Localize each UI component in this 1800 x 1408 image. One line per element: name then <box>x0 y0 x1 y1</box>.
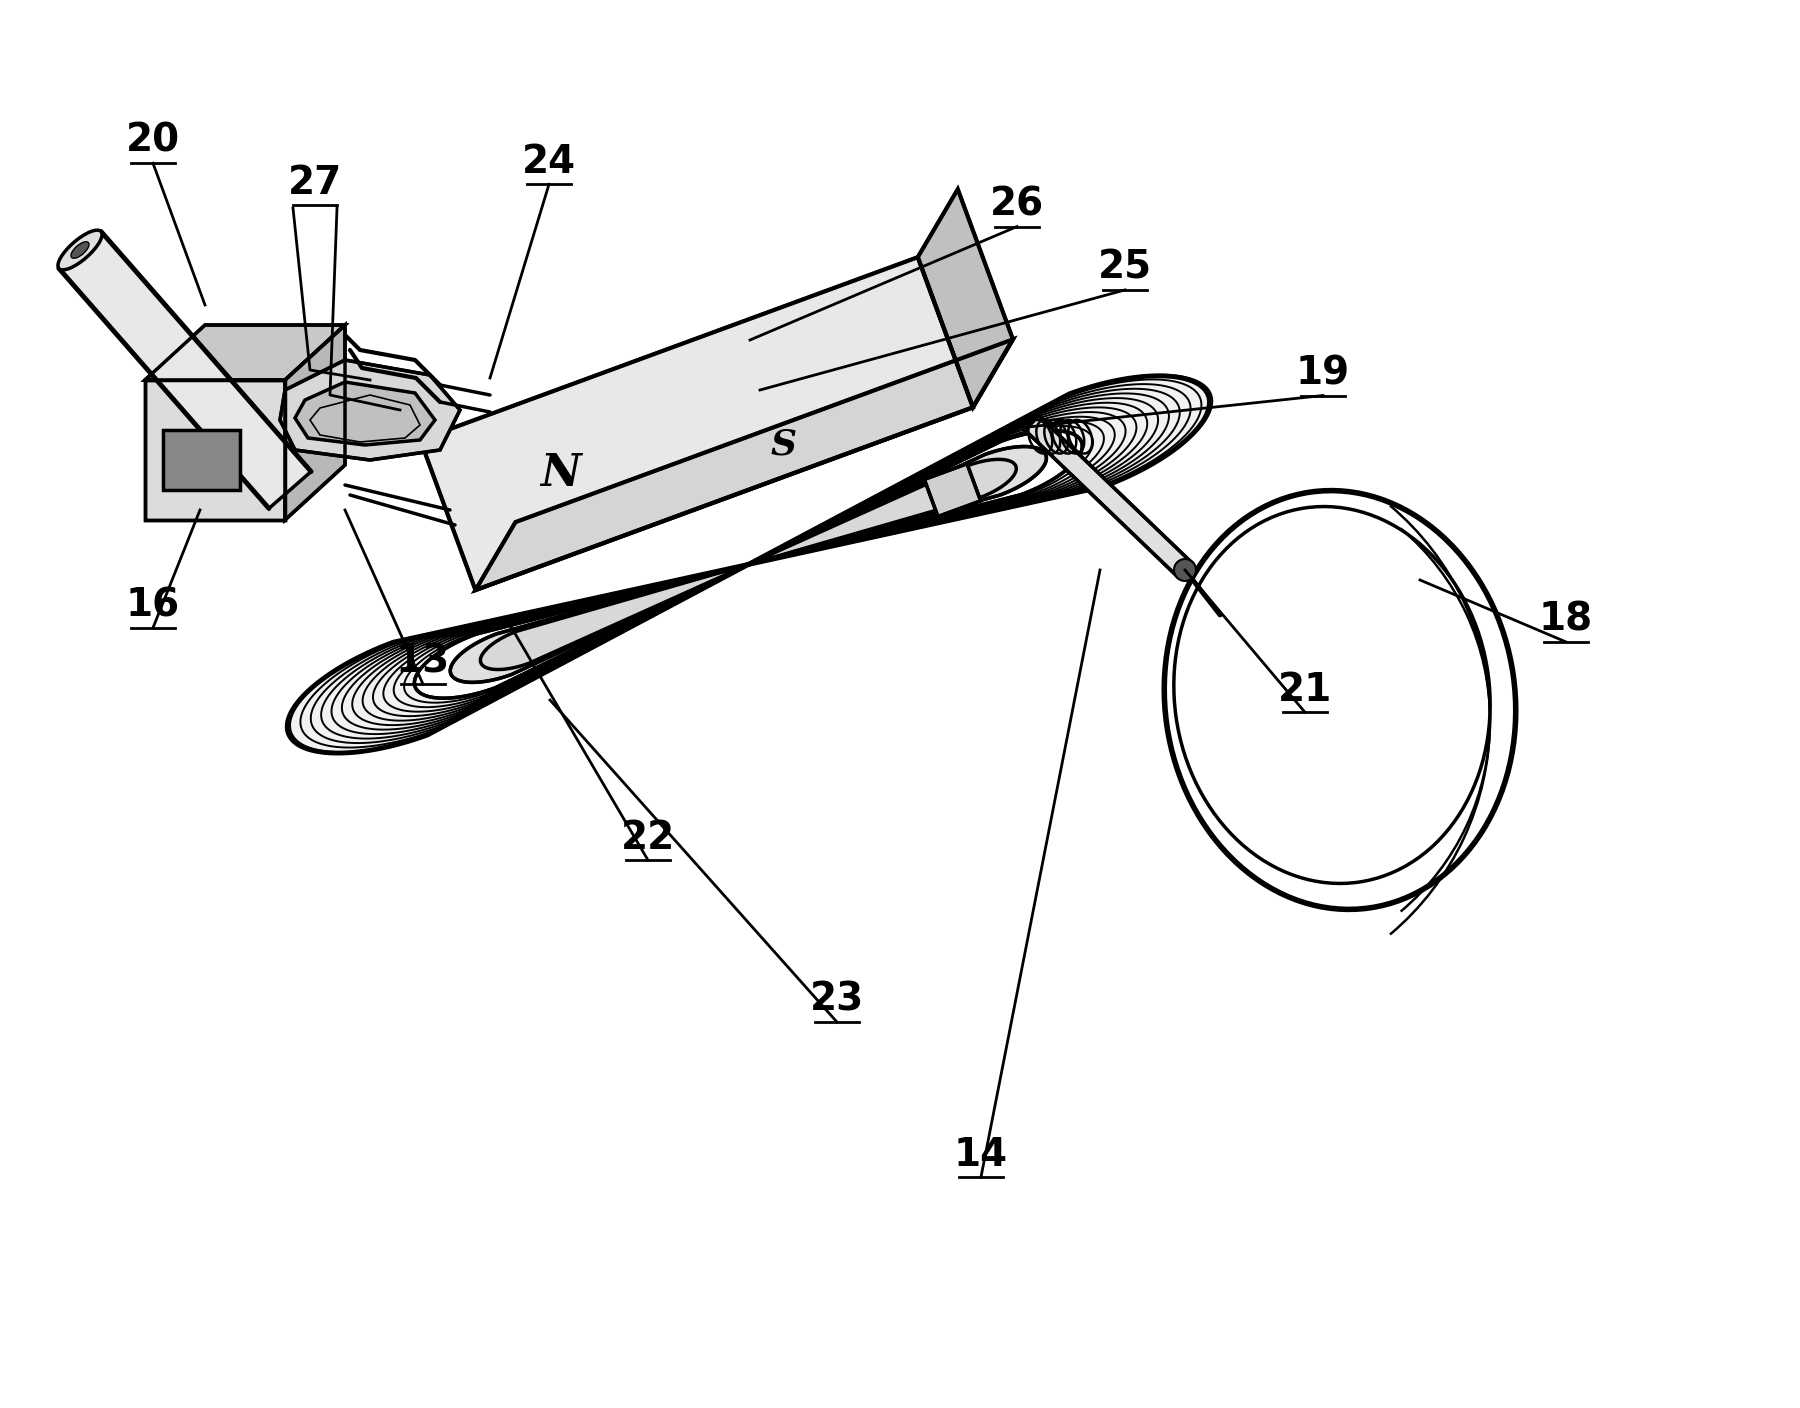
Polygon shape <box>414 431 1082 698</box>
Text: 18: 18 <box>1539 601 1593 638</box>
Polygon shape <box>284 325 346 520</box>
Text: 20: 20 <box>126 122 180 159</box>
Text: 14: 14 <box>954 1136 1008 1173</box>
Polygon shape <box>925 463 981 517</box>
Polygon shape <box>419 258 974 590</box>
Polygon shape <box>288 376 1210 753</box>
Text: 25: 25 <box>1098 249 1152 286</box>
Polygon shape <box>481 459 1017 670</box>
Text: N: N <box>540 452 580 496</box>
Ellipse shape <box>70 242 88 258</box>
Polygon shape <box>450 446 1046 683</box>
Ellipse shape <box>1174 559 1195 582</box>
Polygon shape <box>1024 415 1192 577</box>
Ellipse shape <box>58 230 103 270</box>
Text: 19: 19 <box>1296 355 1350 391</box>
Text: 27: 27 <box>288 165 342 201</box>
Text: 22: 22 <box>621 819 675 856</box>
Text: 24: 24 <box>522 144 576 180</box>
Polygon shape <box>281 360 461 460</box>
Polygon shape <box>59 231 311 508</box>
Text: 26: 26 <box>990 186 1044 222</box>
Text: 21: 21 <box>1278 672 1332 708</box>
Polygon shape <box>295 382 436 445</box>
Polygon shape <box>164 429 239 490</box>
Text: S: S <box>770 428 797 462</box>
Text: 23: 23 <box>810 981 864 1018</box>
Polygon shape <box>146 380 284 520</box>
Polygon shape <box>918 189 1013 407</box>
Text: 13: 13 <box>396 643 450 680</box>
Polygon shape <box>475 339 1013 590</box>
Polygon shape <box>146 325 346 380</box>
Text: 16: 16 <box>126 587 180 624</box>
